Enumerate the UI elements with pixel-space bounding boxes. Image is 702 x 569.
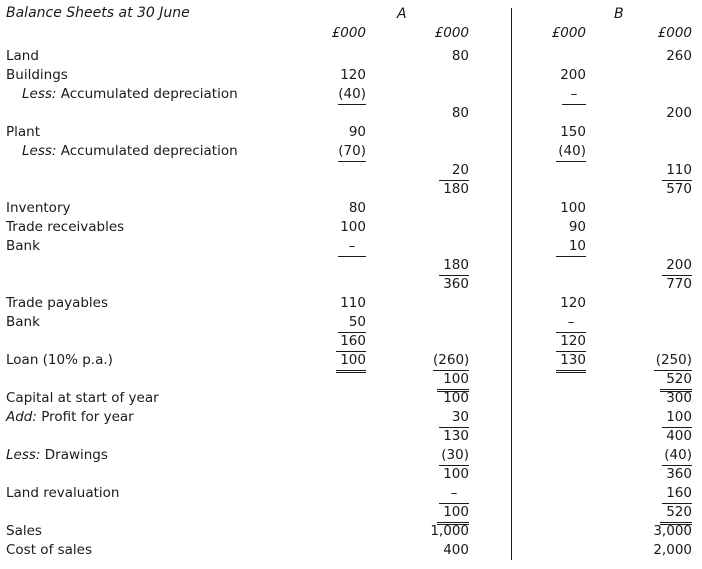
cell: 100	[336, 351, 366, 373]
label-prefix: Less:	[22, 143, 57, 159]
cell: 400	[666, 428, 692, 444]
cell: 360	[443, 276, 469, 292]
cell: 80	[348, 200, 366, 216]
cell: 120	[556, 332, 586, 352]
cell: 80	[451, 105, 469, 121]
cell: (30)	[439, 446, 469, 466]
cell: (40)	[338, 85, 366, 105]
cell: 3,000	[653, 523, 692, 539]
cell: (40)	[662, 446, 692, 466]
cell: 20	[439, 161, 469, 181]
cell: (40)	[556, 142, 586, 162]
label-text: Drawings	[40, 447, 108, 463]
label-prefix: Add:	[6, 409, 37, 425]
row-label-land-revaluation: Land revaluation	[6, 485, 120, 501]
cell: 110	[340, 295, 366, 311]
row-label-capital: Capital at start of year	[6, 390, 159, 406]
company-a-heading: A	[397, 6, 407, 22]
label-prefix: Less:	[6, 447, 41, 463]
cell: 150	[560, 124, 586, 140]
unit-header: £000	[434, 25, 469, 41]
row-label-buildings: Buildings	[6, 67, 68, 83]
row-label-bank: Bank	[6, 238, 40, 254]
cell: (260)	[433, 351, 469, 371]
cell: 100	[340, 219, 366, 235]
unit-header: £000	[657, 25, 692, 41]
cell: –	[556, 313, 586, 333]
cell: 30	[439, 408, 469, 428]
row-label-cost-of-sales: Cost of sales	[6, 542, 93, 558]
row-label-land: Land	[6, 48, 39, 64]
row-label-profit: Add: Profit for year	[6, 408, 134, 427]
cell: 200	[666, 105, 692, 121]
cell: 130	[556, 351, 586, 373]
row-label-loan: Loan (10% p.a.)	[6, 352, 113, 368]
cell: (250)	[654, 351, 692, 371]
unit-header: £000	[331, 25, 366, 41]
company-b-heading: B	[614, 6, 624, 22]
cell: –	[562, 85, 586, 105]
sheet-title: Balance Sheets at 30 June	[6, 5, 190, 21]
label-text: Accumulated depreciation	[56, 86, 238, 102]
cell: 570	[666, 181, 692, 197]
cell: 520	[660, 503, 692, 525]
row-label-inventory: Inventory	[6, 200, 71, 216]
cell: 260	[666, 48, 692, 64]
cell: 180	[439, 256, 469, 276]
row-label-sales: Sales	[6, 523, 42, 539]
row-label-trade-payables: Trade payables	[6, 295, 109, 311]
row-label-bank-overdraft: Bank	[6, 314, 40, 330]
row-label-building-depreciation: Less: Accumulated depreciation	[22, 85, 238, 104]
label-prefix: Less:	[22, 86, 57, 102]
unit-header: £000	[551, 25, 586, 41]
cell: 100	[443, 466, 469, 482]
cell: 100	[437, 370, 469, 392]
cell: 180	[443, 181, 469, 197]
cell: –	[439, 484, 469, 504]
cell: 1,000	[430, 523, 469, 539]
company-divider	[511, 8, 512, 560]
cell: 360	[666, 466, 692, 482]
cell: 100	[437, 503, 469, 525]
row-label-drawings: Less: Drawings	[6, 446, 108, 465]
cell: 200	[560, 67, 586, 83]
label-text: Accumulated depreciation	[56, 143, 238, 159]
cell: 110	[662, 161, 692, 181]
label-text: Profit for year	[36, 409, 134, 425]
cell: –	[338, 237, 366, 257]
cell: 120	[340, 67, 366, 83]
cell: 160	[336, 332, 366, 352]
cell: 80	[451, 48, 469, 64]
cell: 520	[660, 370, 692, 392]
cell: 2,000	[653, 542, 692, 558]
cell: 130	[443, 428, 469, 444]
cell: (70)	[338, 142, 366, 162]
row-label-plant: Plant	[6, 124, 41, 140]
cell: 160	[662, 484, 692, 504]
cell: 100	[443, 390, 469, 406]
cell: 50	[338, 313, 366, 333]
cell: 300	[666, 390, 692, 406]
cell: 120	[560, 295, 586, 311]
row-label-plant-depreciation: Less: Accumulated depreciation	[22, 142, 238, 161]
cell: 200	[662, 256, 692, 276]
cell: 400	[443, 542, 469, 558]
cell: 100	[560, 200, 586, 216]
cell: 90	[348, 124, 366, 140]
cell: 770	[666, 276, 692, 292]
cell: 10	[556, 237, 586, 257]
row-label-trade-receivables: Trade receivables	[6, 219, 125, 235]
cell: 90	[568, 219, 586, 235]
cell: 100	[662, 408, 692, 428]
